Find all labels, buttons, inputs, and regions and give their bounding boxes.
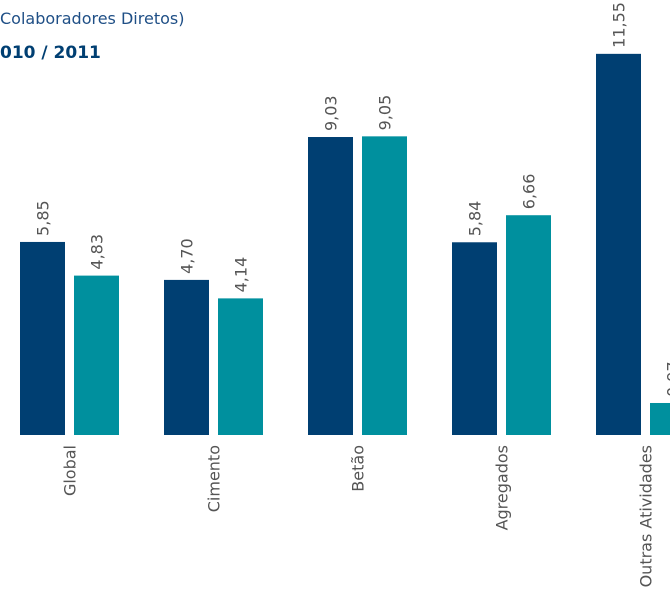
value-label: 5,84 xyxy=(466,201,485,237)
x-tick-label: Global xyxy=(61,445,80,496)
bar xyxy=(164,279,209,435)
bar xyxy=(650,402,670,435)
x-tick-label: Agregados xyxy=(493,445,512,530)
bar xyxy=(74,275,119,435)
value-label: 5,85 xyxy=(34,200,53,236)
bar xyxy=(452,242,497,435)
bar xyxy=(218,298,263,435)
value-label: 4,83 xyxy=(88,234,107,270)
chart-title: Colaboradores Diretos) xyxy=(0,9,184,28)
chart-subtitle: 010 / 2011 xyxy=(0,43,101,63)
bar xyxy=(362,136,407,435)
value-label: 11,55 xyxy=(610,2,629,48)
x-tick-label: Outras Atividades xyxy=(637,445,656,587)
value-label: 9,05 xyxy=(376,95,395,131)
bar xyxy=(506,215,551,435)
bar xyxy=(308,137,353,435)
bar xyxy=(596,53,641,435)
value-label: 6,66 xyxy=(520,174,539,210)
value-label: 9,03 xyxy=(322,95,341,131)
bar xyxy=(20,241,65,435)
x-tick-label: Betão xyxy=(349,445,368,492)
value-label: 0,97 xyxy=(664,361,670,397)
x-tick-label: Cimento xyxy=(205,445,224,512)
value-label: 4,70 xyxy=(178,238,197,274)
value-label: 4,14 xyxy=(232,257,251,293)
